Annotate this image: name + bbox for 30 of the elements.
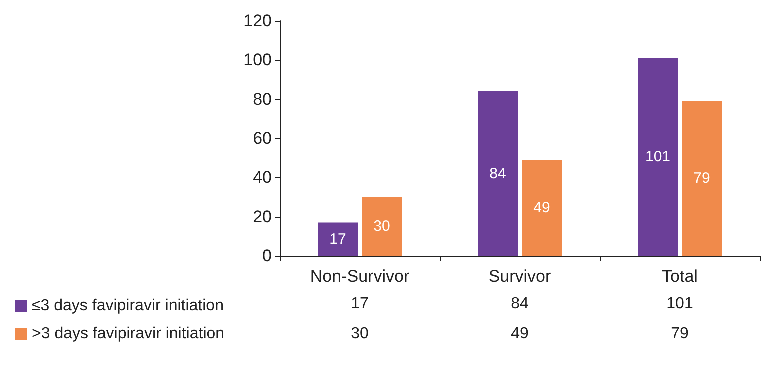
bar (362, 197, 402, 256)
bar (522, 160, 562, 256)
y-tick-label: 0 (262, 246, 272, 266)
annotation: 84 (490, 165, 506, 182)
data-label: 101 (666, 296, 694, 312)
y-tick-label: 20 (253, 207, 272, 226)
y-tick-label: 40 (253, 168, 272, 188)
y-tick-label: 100 (244, 50, 272, 70)
data-label: 84 (511, 296, 529, 312)
annotation: 101 (645, 148, 671, 166)
bar (682, 101, 722, 256)
y-tick-label: 80 (253, 90, 272, 109)
legend-label: >3 days favipiravir initiation (32, 326, 225, 342)
bar (638, 58, 678, 256)
y-tick-label: 120 (244, 12, 272, 30)
x-tick-label: Non-Survivor (310, 267, 410, 286)
y-tick-label: 60 (253, 129, 272, 148)
x-tick-label: Survivor (488, 267, 552, 286)
data-label: 49 (511, 326, 529, 342)
legend-label: ≤3 days favipiravir initiation (32, 298, 224, 314)
data-label: 79 (671, 326, 689, 342)
annotation: 17 (330, 230, 346, 248)
bar (478, 92, 518, 256)
data-label: 17 (351, 296, 369, 312)
bar (318, 222, 358, 256)
x-tick-label: Total (662, 267, 698, 286)
data-label: 30 (351, 326, 369, 342)
annotation: 49 (534, 200, 550, 217)
annotation: 79 (694, 170, 710, 188)
annotation: 30 (374, 218, 390, 236)
